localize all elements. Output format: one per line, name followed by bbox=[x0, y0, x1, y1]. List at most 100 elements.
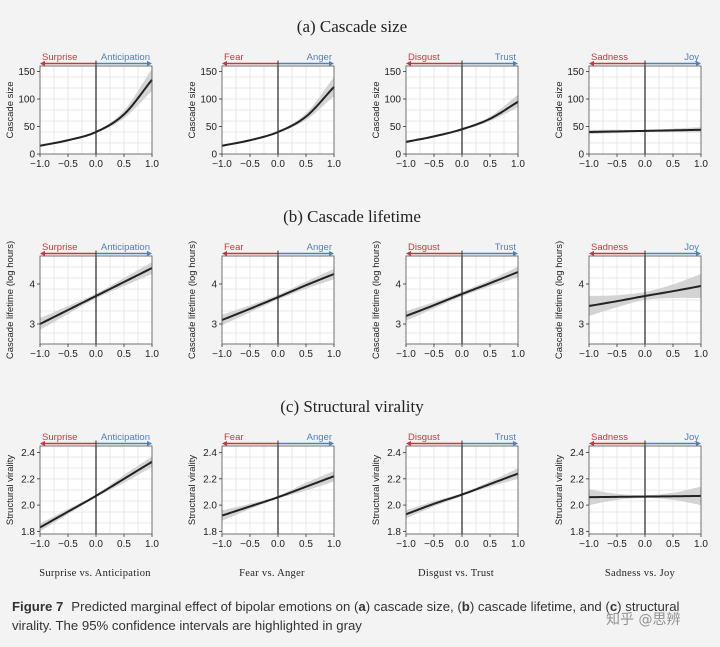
x-tick-label: 1.0 bbox=[327, 539, 341, 550]
negative-arrowhead bbox=[222, 60, 227, 67]
x-tick-label: 1.0 bbox=[145, 159, 159, 170]
x-tick-label: 0.5 bbox=[483, 539, 497, 550]
y-tick-label: 0 bbox=[578, 150, 584, 161]
x-tick-label: 0.5 bbox=[483, 349, 497, 360]
y-tick-label: 0 bbox=[29, 150, 35, 161]
y-tick-label: 150 bbox=[567, 67, 584, 78]
x-tick-label: −1.0 bbox=[212, 159, 232, 170]
negative-emotion-label: Surprise bbox=[42, 52, 77, 63]
y-tick-label: 2.0 bbox=[203, 501, 217, 512]
x-tick-label: 0.5 bbox=[117, 159, 131, 170]
x-tick-label: −1.0 bbox=[30, 159, 50, 170]
negative-emotion-label: Disgust bbox=[408, 52, 440, 63]
x-tick-label: −1.0 bbox=[579, 159, 599, 170]
y-tick-label: 0 bbox=[395, 150, 401, 161]
x-tick-label: 1.0 bbox=[145, 539, 159, 550]
panel-disgust-trust: Disgust Trust 3 4 −1.0 −0.5 0.0 0.5 1.0 Cascade l… bbox=[371, 241, 525, 360]
y-tick-label: 150 bbox=[384, 67, 401, 78]
x-tick-label: 1.0 bbox=[694, 539, 708, 550]
y-tick-label: 50 bbox=[206, 122, 218, 133]
positive-emotion-label: Joy bbox=[684, 242, 699, 253]
negative-emotion-label: Disgust bbox=[408, 242, 440, 253]
negative-emotion-label: Surprise bbox=[42, 432, 77, 443]
y-tick-label: 2.4 bbox=[570, 448, 584, 459]
positive-emotion-label: Anticipation bbox=[101, 242, 150, 253]
y-tick-label: 150 bbox=[18, 67, 35, 78]
y-tick-label: 4 bbox=[395, 280, 401, 291]
negative-arrowhead bbox=[406, 60, 411, 67]
row-title-cascade-size: (a) Cascade size bbox=[297, 17, 407, 36]
x-tick-label: −1.0 bbox=[30, 349, 50, 360]
negative-emotion-label: Fear bbox=[224, 432, 244, 443]
y-tick-label: 2.0 bbox=[387, 501, 401, 512]
y-tick-label: 4 bbox=[211, 280, 217, 291]
bottom-label-sadness-joy: Sadness vs. Joy bbox=[605, 568, 676, 579]
x-tick-label: 1.0 bbox=[145, 349, 159, 360]
bottom-label-disgust-trust: Disgust vs. Trust bbox=[418, 568, 494, 579]
negative-emotion-label: Fear bbox=[224, 52, 244, 63]
x-tick-label: −1.0 bbox=[396, 159, 416, 170]
caption-panel-letter-b: b bbox=[461, 599, 470, 614]
y-tick-label: 1.8 bbox=[21, 527, 35, 538]
panel-surprise-anticipation: Surprise Anticipation 0 50 100 150 −1.0 −0.5 0.0… bbox=[5, 52, 159, 170]
positive-arrowhead bbox=[696, 440, 701, 447]
x-tick-label: 1.0 bbox=[511, 349, 525, 360]
x-tick-label: −0.5 bbox=[58, 349, 78, 360]
x-tick-label: 0.0 bbox=[89, 159, 103, 170]
x-tick-label: 0.0 bbox=[638, 349, 652, 360]
positive-arrowhead bbox=[147, 60, 152, 67]
x-tick-label: 1.0 bbox=[511, 159, 525, 170]
panel-surprise-anticipation: Surprise Anticipation 1.8 2.0 2.2 2.4 −1.0 −0.5… bbox=[5, 432, 159, 550]
negative-emotion-label: Sadness bbox=[591, 432, 628, 443]
y-tick-label: 1.8 bbox=[570, 527, 584, 538]
y-axis-label: Cascade size bbox=[371, 81, 382, 138]
positive-arrowhead bbox=[147, 250, 152, 257]
x-tick-label: −0.5 bbox=[240, 159, 260, 170]
negative-emotion-label: Sadness bbox=[591, 52, 628, 63]
caption-text-part: ) structural virality. The 95% confidenc… bbox=[12, 599, 680, 633]
x-tick-label: −1.0 bbox=[396, 349, 416, 360]
positive-arrowhead bbox=[329, 440, 334, 447]
positive-arrowhead bbox=[696, 60, 701, 67]
x-tick-label: 1.0 bbox=[694, 159, 708, 170]
y-tick-label: 1.8 bbox=[387, 527, 401, 538]
negative-emotion-label: Surprise bbox=[42, 242, 77, 253]
panel-fear-anger: Fear Anger 1.8 2.0 2.2 2.4 −1.0 −0.5 0.0 0.5 1.0 St… bbox=[187, 432, 341, 550]
y-axis-label: Cascade lifetime (log hours) bbox=[371, 241, 382, 359]
panel-disgust-trust: Disgust Trust 1.8 2.0 2.2 2.4 −1.0 −0.5 0.0 0.5 1.… bbox=[371, 432, 525, 550]
positive-arrowhead bbox=[513, 440, 518, 447]
positive-arrowhead bbox=[147, 440, 152, 447]
y-tick-label: 100 bbox=[567, 95, 584, 106]
x-tick-label: 1.0 bbox=[327, 349, 341, 360]
x-tick-label: 0.5 bbox=[666, 159, 680, 170]
x-tick-label: −1.0 bbox=[212, 349, 232, 360]
y-axis-label: Structural virality bbox=[187, 455, 198, 525]
y-axis-label: Cascade lifetime (log hours) bbox=[554, 241, 565, 359]
y-axis-label: Structural virality bbox=[554, 455, 565, 525]
caption-text-part: Predicted marginal effect of bipolar emo… bbox=[71, 599, 359, 614]
x-tick-label: 0.5 bbox=[299, 539, 313, 550]
panel-fear-anger: Fear Anger 0 50 100 150 −1.0 −0.5 0.0 0.5 1.0 Casca… bbox=[187, 52, 341, 170]
x-tick-label: −0.5 bbox=[607, 159, 627, 170]
negative-arrowhead bbox=[222, 440, 227, 447]
negative-emotion-label: Fear bbox=[224, 242, 244, 253]
x-tick-label: 0.0 bbox=[89, 539, 103, 550]
y-tick-label: 50 bbox=[390, 122, 402, 133]
caption-text-part: ) cascade size, ( bbox=[365, 599, 462, 614]
positive-emotion-label: Anticipation bbox=[101, 432, 150, 443]
x-tick-label: −1.0 bbox=[579, 349, 599, 360]
y-tick-label: 3 bbox=[211, 320, 217, 331]
x-tick-label: −0.5 bbox=[607, 539, 627, 550]
y-axis-label: Cascade size bbox=[187, 81, 198, 138]
positive-emotion-label: Anger bbox=[307, 242, 332, 253]
y-tick-label: 2.2 bbox=[203, 474, 217, 485]
positive-arrowhead bbox=[329, 250, 334, 257]
x-tick-label: 0.5 bbox=[299, 349, 313, 360]
panel-sadness-joy: Sadness Joy 1.8 2.0 2.2 2.4 −1.0 −0.5 0.0 0.5 1.0 S… bbox=[554, 432, 708, 550]
bottom-label-surprise-anticipation: Surprise vs. Anticipation bbox=[39, 568, 151, 579]
y-tick-label: 3 bbox=[578, 320, 584, 331]
x-tick-label: 0.0 bbox=[271, 539, 285, 550]
y-axis-label: Cascade size bbox=[5, 81, 16, 138]
negative-arrowhead bbox=[589, 440, 594, 447]
